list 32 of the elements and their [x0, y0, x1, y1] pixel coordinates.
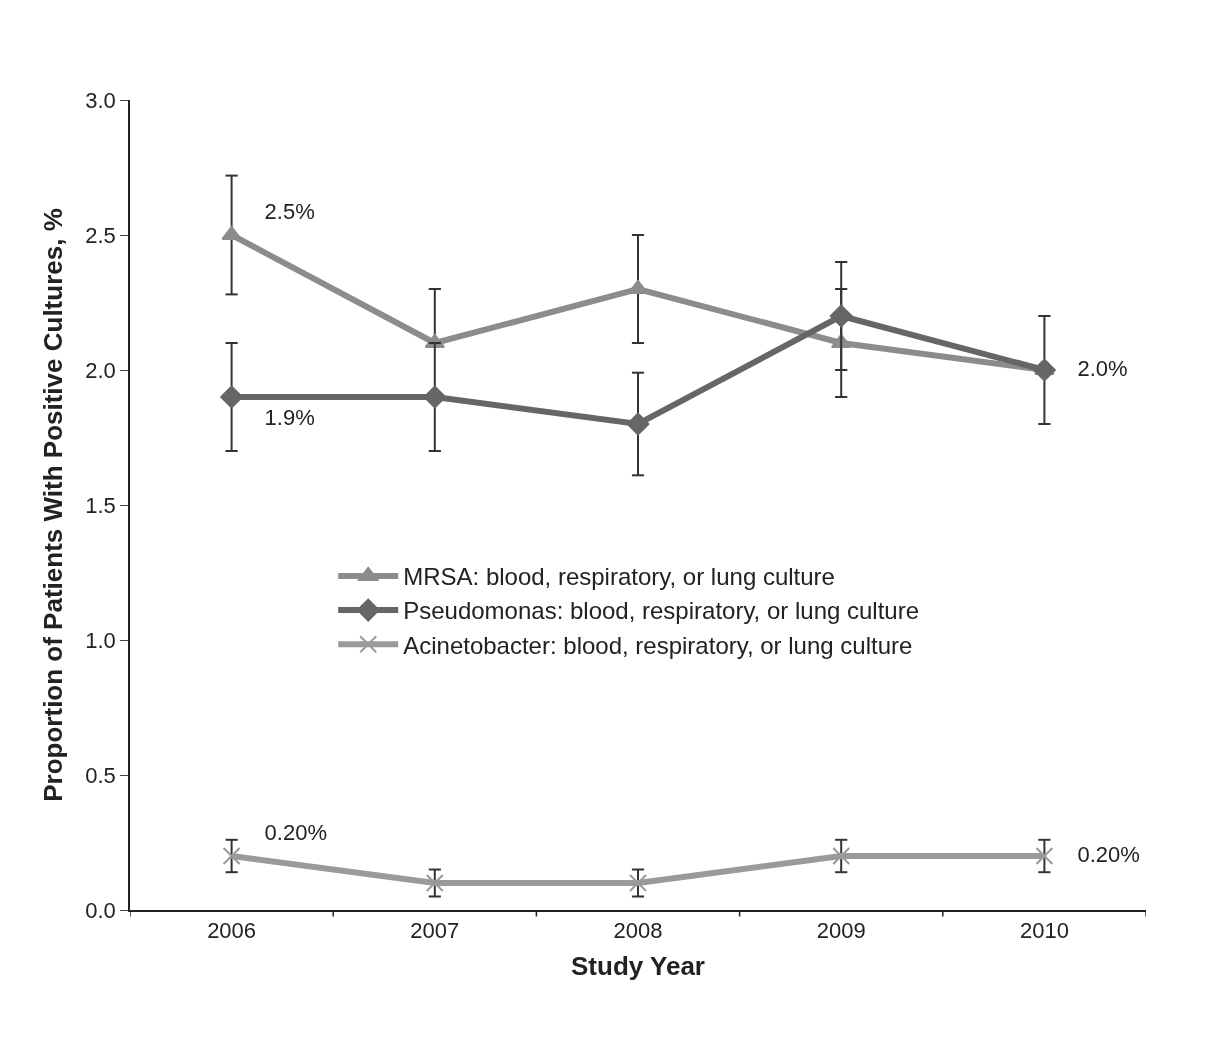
data-label: 1.9%	[242, 404, 315, 430]
point	[629, 874, 647, 892]
x-tick-label: 2006	[207, 918, 257, 944]
point	[222, 847, 241, 865]
x-tick-label: 2007	[410, 918, 460, 944]
y-tick-label: 3.0	[85, 87, 116, 113]
point	[1033, 358, 1056, 382]
y-tick-label: 0.0	[85, 897, 116, 923]
x-tick-label: 2009	[816, 918, 866, 944]
data-label: 2.0%	[1055, 355, 1128, 381]
y-tick-label: 2.5	[85, 222, 116, 248]
legend-label: Acinetobacter: blood, respiratory, or lung culture	[403, 631, 913, 659]
x-axis-title: Study Year	[571, 951, 705, 982]
point	[423, 385, 447, 409]
legend-label: Pseudomonas: blood, respiratory, or lung culture	[403, 597, 920, 625]
x-tick-label: 2010	[1019, 918, 1069, 944]
data-label: 0.20%	[242, 819, 327, 845]
y-axis-title: Proportion of Patients With Positive Cultures, %	[38, 208, 69, 802]
data-label: 0.20%	[1055, 841, 1140, 867]
y-tick-label: 1.5	[85, 492, 116, 518]
point	[1035, 847, 1054, 865]
y-tick-label: 2.0	[85, 357, 116, 383]
y-tick-label: 1.0	[85, 627, 116, 653]
legend-label: MRSA: blood, respiratory, or lung culture	[403, 563, 835, 591]
point	[626, 412, 650, 436]
point	[829, 304, 853, 328]
point	[832, 847, 851, 865]
point	[220, 385, 243, 409]
data-label: 2.5%	[242, 198, 315, 224]
x-tick-label: 2008	[613, 918, 663, 944]
y-tick-label: 0.5	[85, 762, 116, 788]
point	[425, 874, 444, 892]
